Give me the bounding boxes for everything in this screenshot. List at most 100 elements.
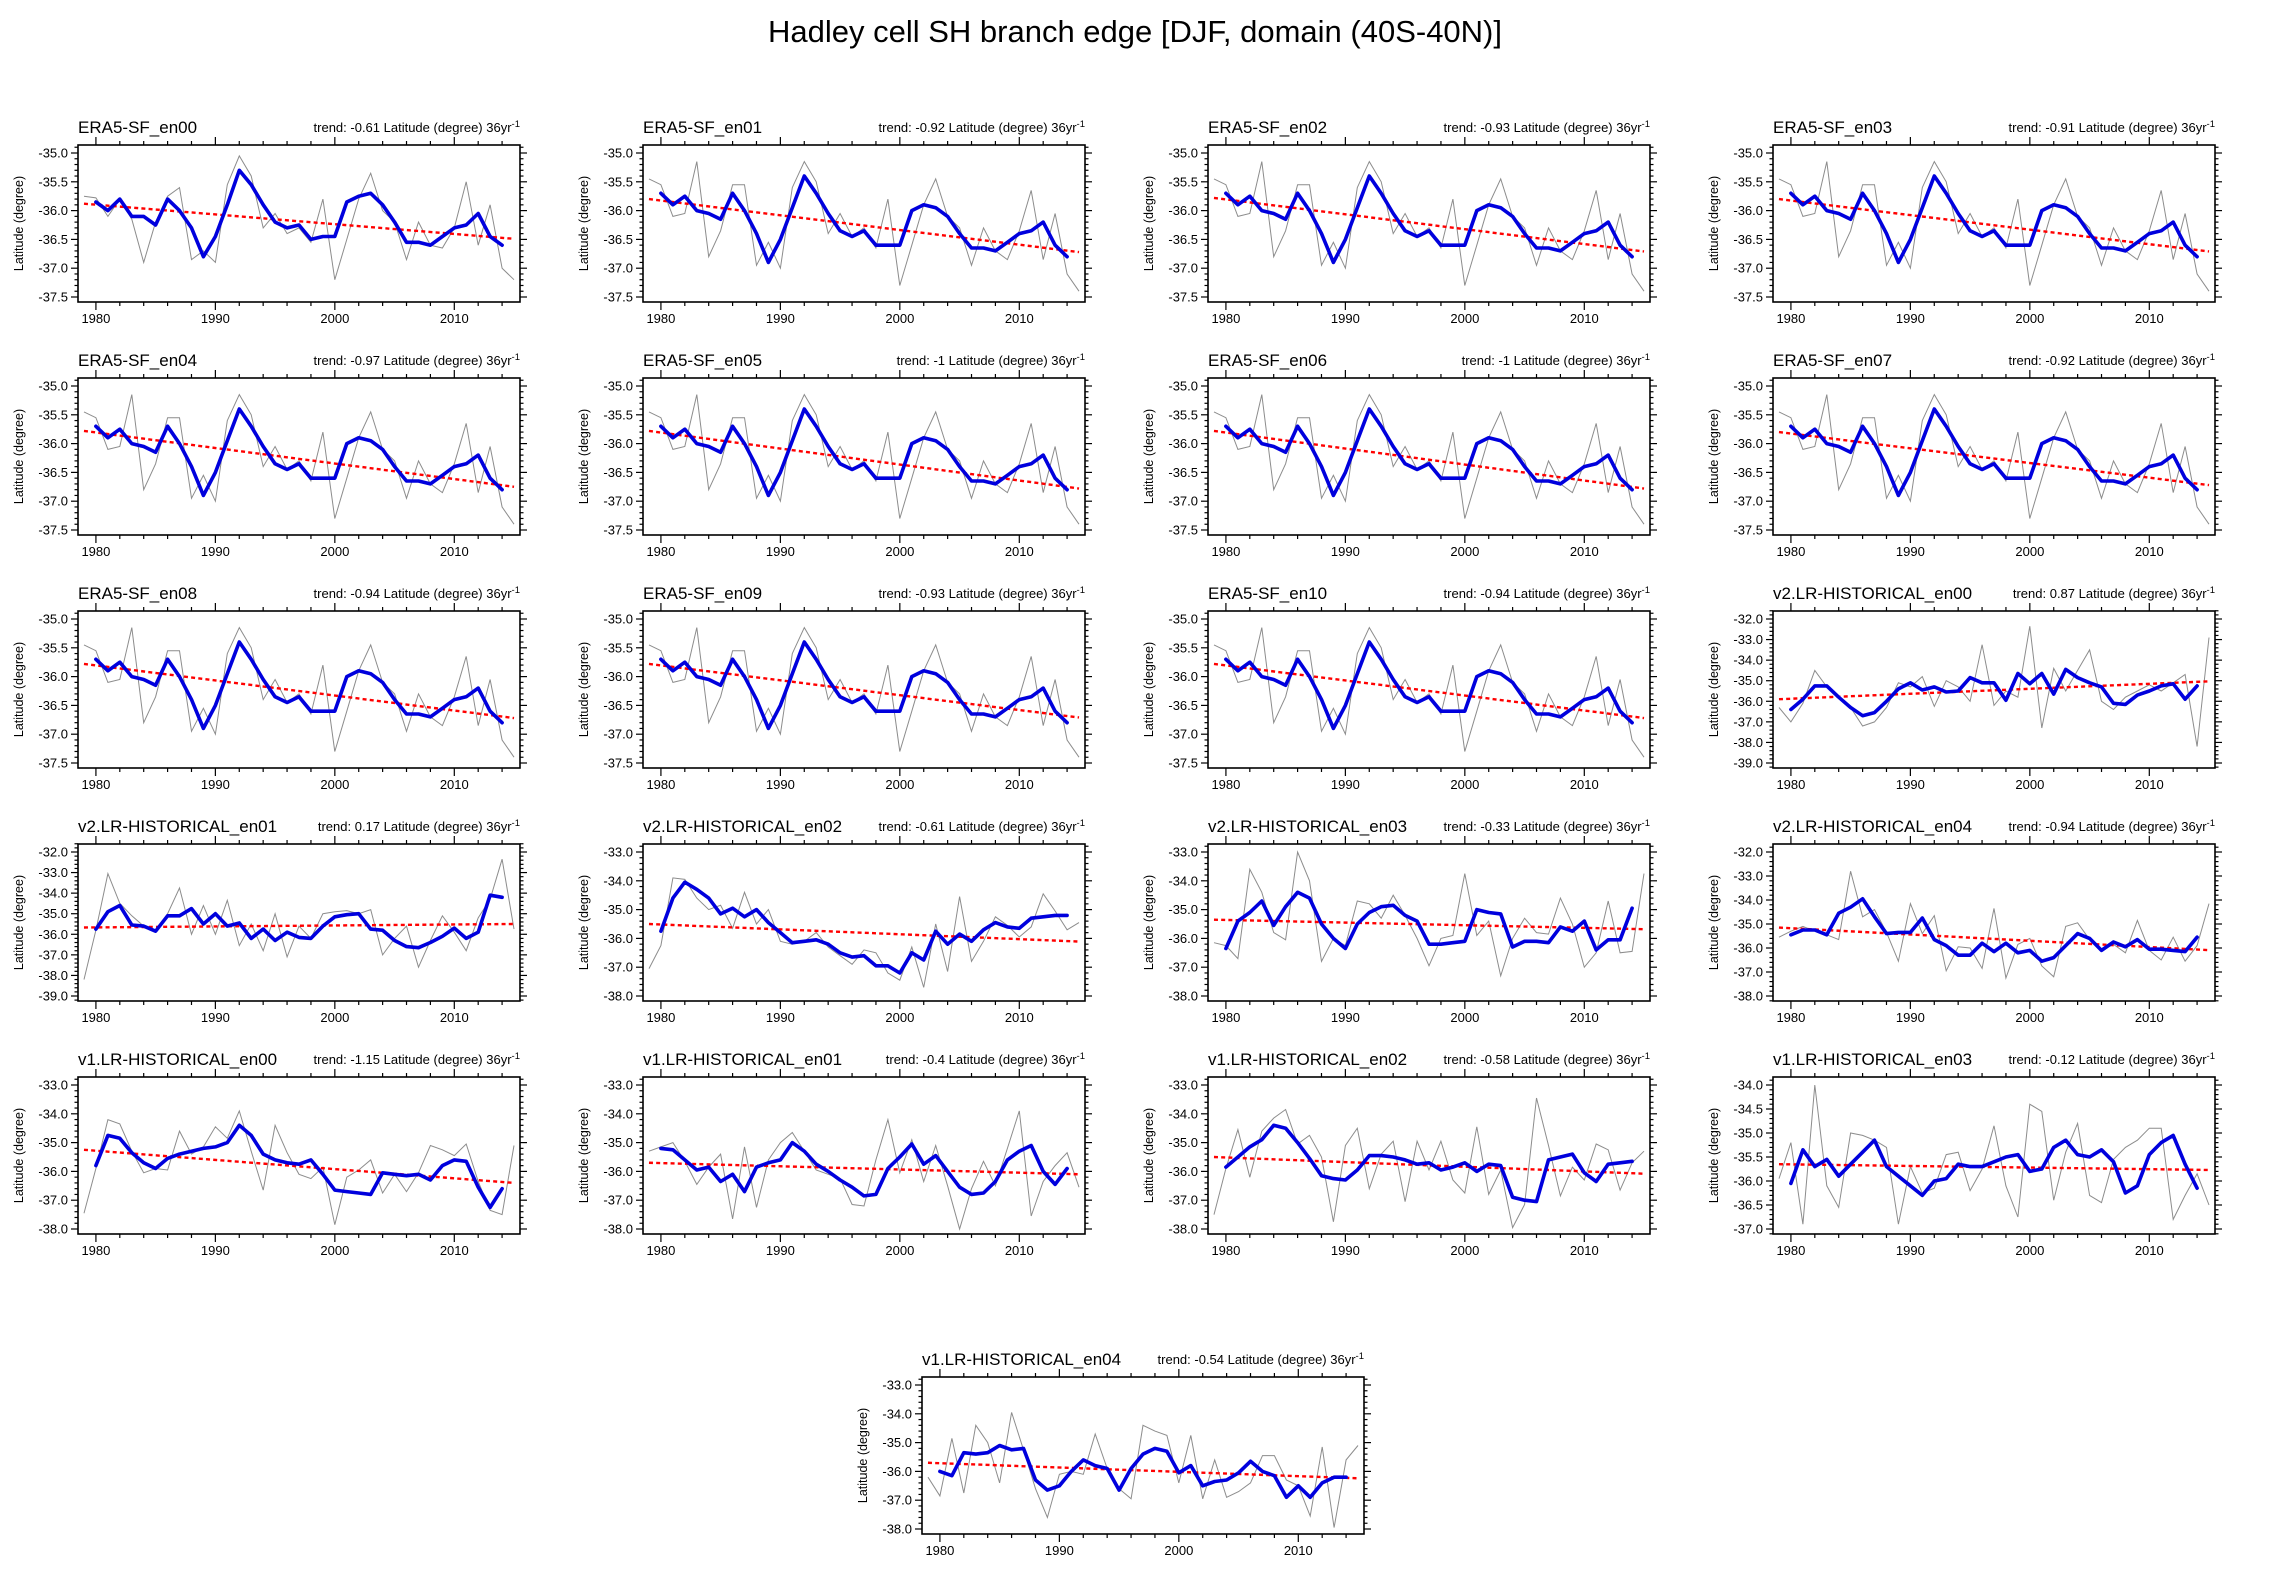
panel-svg: ERA5-SF_en02 trend: -0.93 Latitude (degre… [1142,118,1657,326]
smoothed-series-line [1224,174,1634,265]
trend-label: trend: -1 Latitude (degree) 36yr-1 [897,352,1085,368]
y-tick-label: -35.0 [1168,379,1198,394]
panel-svg: ERA5-SF_en05 trend: -1 Latitude (degree) … [577,351,1092,559]
y-tick-label: -36.5 [1733,465,1763,480]
trend-line [1213,662,1645,720]
x-tick-label: 2010 [2135,544,2164,559]
y-tick-label: -37.0 [603,960,633,975]
y-tick-label: -34.5 [1733,1102,1763,1117]
y-tick-label: -36.0 [38,1164,68,1179]
chart-panel: v1.LR-HISTORICAL_en01 trend: -0.4 Latitud… [573,1027,1133,1260]
x-tick-label: 1990 [1045,1543,1074,1558]
y-axis-label: Latitude (degree) [577,642,591,737]
smoothed-series-line [659,407,1069,498]
panel-svg: v2.LR-HISTORICAL_en04 trend: -0.94 Latitu… [1707,817,2222,1025]
y-tick-label: -36.0 [882,1464,912,1479]
x-tick-label: 2000 [885,544,914,559]
y-tick-label: -37.5 [38,523,68,538]
x-tick-label: 1980 [1776,311,1805,326]
y-tick-label: -36.0 [38,436,68,451]
trend-line [1213,196,1645,253]
y-tick-label: -35.0 [1168,1135,1198,1150]
raw-series-line [1213,850,1645,978]
y-tick-label: -36.0 [603,203,633,218]
trend-line [648,662,1080,719]
y-tick-label: -34.0 [882,1406,912,1421]
x-tick-label: 1980 [1211,777,1240,792]
y-tick-label: -37.0 [38,1193,68,1208]
x-tick-label: 1990 [1331,1010,1360,1025]
plot-frame [77,843,521,1002]
y-tick-label: -35.5 [603,407,633,422]
panel-title: ERA5-SF_en09 [643,584,762,603]
plot-frame [77,377,521,536]
chart-panel: ERA5-SF_en02 trend: -0.93 Latitude (degre… [1138,95,1698,328]
plot-frame [1772,377,2216,536]
x-tick-label: 2010 [440,1243,469,1258]
smoothed-series-line [1789,1133,2199,1198]
chart-panel: ERA5-SF_en00 trend: -0.61 Latitude (degre… [8,95,568,328]
y-tick-label: -38.0 [1168,989,1198,1004]
x-tick-label: 2010 [1005,311,1034,326]
y-axis-label: Latitude (degree) [1707,176,1721,271]
plot-frame [1772,1076,2216,1235]
x-tick-label: 2010 [2135,1010,2164,1025]
y-tick-label: -35.0 [38,906,68,921]
raw-series-line [1778,626,2210,747]
panel-svg: v1.LR-HISTORICAL_en02 trend: -0.58 Latitu… [1142,1050,1657,1258]
smoothed-series-line [659,880,1069,975]
y-axis-label: Latitude (degree) [1142,642,1156,737]
y-tick-label: -37.0 [1733,494,1763,509]
x-tick-label: 2010 [2135,1243,2164,1258]
y-tick-label: -34.0 [38,1106,68,1121]
smoothed-series-line [1789,667,2199,718]
x-tick-label: 1990 [1896,1243,1925,1258]
plot-frame [1772,144,2216,303]
y-tick-label: -35.0 [603,379,633,394]
y-tick-label: -33.0 [603,1078,633,1093]
x-tick-label: 1980 [646,544,675,559]
trend-label: trend: 0.87 Latitude (degree) 36yr-1 [2013,585,2215,601]
raw-series-line [1778,160,2210,292]
x-tick-label: 2000 [2015,311,2044,326]
y-tick-label: -37.5 [603,523,633,538]
y-tick-label: -33.0 [38,1078,68,1093]
trend-label: trend: -0.54 Latitude (degree) 36yr-1 [1158,1351,1364,1367]
y-tick-label: -38.0 [882,1522,912,1537]
y-tick-label: -36.5 [1733,1198,1763,1213]
y-tick-label: -37.0 [603,1193,633,1208]
x-tick-label: 2000 [1450,311,1479,326]
trend-label: trend: -0.93 Latitude (degree) 36yr-1 [1444,119,1650,135]
y-tick-label: -38.0 [1733,989,1763,1004]
panel-title: v1.LR-HISTORICAL_en00 [78,1050,277,1069]
y-tick-label: -35.0 [1733,673,1763,688]
y-tick-label: -36.0 [603,1164,633,1179]
x-tick-label: 2010 [1570,544,1599,559]
x-tick-label: 1980 [1211,1243,1240,1258]
x-tick-label: 2010 [440,311,469,326]
y-tick-label: -35.5 [38,640,68,655]
y-tick-label: -38.0 [603,1222,633,1237]
x-tick-label: 2000 [2015,1010,2044,1025]
chart-panel: v2.LR-HISTORICAL_en02 trend: -0.61 Latitu… [573,794,1133,1027]
smoothed-series-line [659,1140,1069,1198]
y-tick-label: -37.0 [1168,1193,1198,1208]
y-tick-label: -35.5 [1733,174,1763,189]
panel-svg: ERA5-SF_en01 trend: -0.92 Latitude (degre… [577,118,1092,326]
y-tick-label: -37.0 [1733,261,1763,276]
panel-svg: ERA5-SF_en09 trend: -0.93 Latitude (degre… [577,584,1092,792]
x-tick-label: 1990 [766,777,795,792]
y-tick-label: -35.5 [1168,407,1198,422]
y-tick-label: -37.5 [38,290,68,305]
x-tick-label: 2010 [1570,777,1599,792]
y-tick-label: -33.0 [38,865,68,880]
y-tick-label: -32.0 [38,845,68,860]
x-tick-label: 2010 [440,544,469,559]
y-tick-label: -35.0 [38,612,68,627]
trend-line [1778,430,2210,487]
trend-line [1213,429,1645,490]
x-tick-label: 1990 [201,1243,230,1258]
smoothed-series-line [1224,640,1634,731]
x-tick-label: 1980 [1211,544,1240,559]
y-tick-label: -35.0 [38,1135,68,1150]
